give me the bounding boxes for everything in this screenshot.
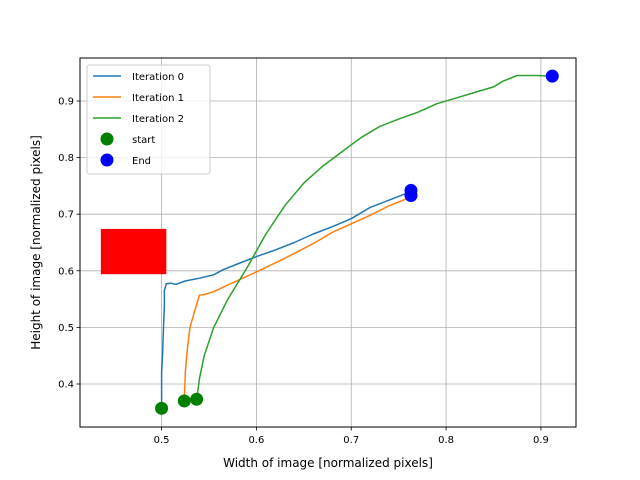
- legend-dot-swatch: [100, 132, 114, 146]
- x-axis-ticks: 0.5 0.6 0.7 0.8 0.9: [154, 427, 549, 446]
- x-tick-label: 0.8: [438, 435, 454, 446]
- x-tick-label: 0.9: [533, 435, 549, 446]
- red-rectangle: [100, 228, 167, 275]
- legend-label: Iteration 1: [132, 93, 184, 104]
- x-axis-label: Width of image [normalized pixels]: [223, 456, 433, 470]
- point-markers: [155, 69, 559, 415]
- y-tick-label: 0.5: [58, 323, 74, 334]
- series-line-iteration-2: [195, 74, 553, 400]
- legend-dot-swatch: [100, 153, 114, 167]
- legend: Iteration 0 Iteration 1 Iteration 2 start En…: [86, 64, 211, 175]
- target-region: [100, 228, 167, 275]
- start-marker: [155, 401, 169, 415]
- legend-label: Iteration 0: [132, 72, 184, 83]
- plot-frame: [79, 57, 577, 428]
- legend-label: End: [132, 156, 151, 167]
- y-axis-ticks: 0.4 0.5 0.6 0.7 0.8 0.9: [58, 97, 80, 390]
- series-lines: [160, 74, 553, 409]
- end-marker: [404, 189, 418, 203]
- y-tick-label: 0.9: [58, 97, 74, 108]
- y-tick-label: 0.7: [58, 210, 74, 221]
- start-marker: [177, 394, 191, 408]
- x-tick-label: 0.6: [248, 435, 264, 446]
- start-marker: [190, 392, 204, 406]
- y-tick-label: 0.8: [58, 153, 74, 164]
- legend-label: Iteration 2: [132, 114, 184, 125]
- y-tick-label: 0.6: [58, 266, 74, 277]
- legend-box: [86, 64, 211, 175]
- end-marker: [545, 69, 559, 83]
- x-tick-label: 0.5: [154, 435, 170, 446]
- y-tick-label: 0.4: [58, 379, 74, 390]
- y-axis-label: Height of image [normalized pixels]: [29, 135, 43, 350]
- x-tick-label: 0.7: [343, 435, 359, 446]
- series-line-iteration-0: [160, 190, 412, 409]
- series-line-iteration-1: [183, 196, 412, 402]
- legend-label: start: [132, 135, 155, 146]
